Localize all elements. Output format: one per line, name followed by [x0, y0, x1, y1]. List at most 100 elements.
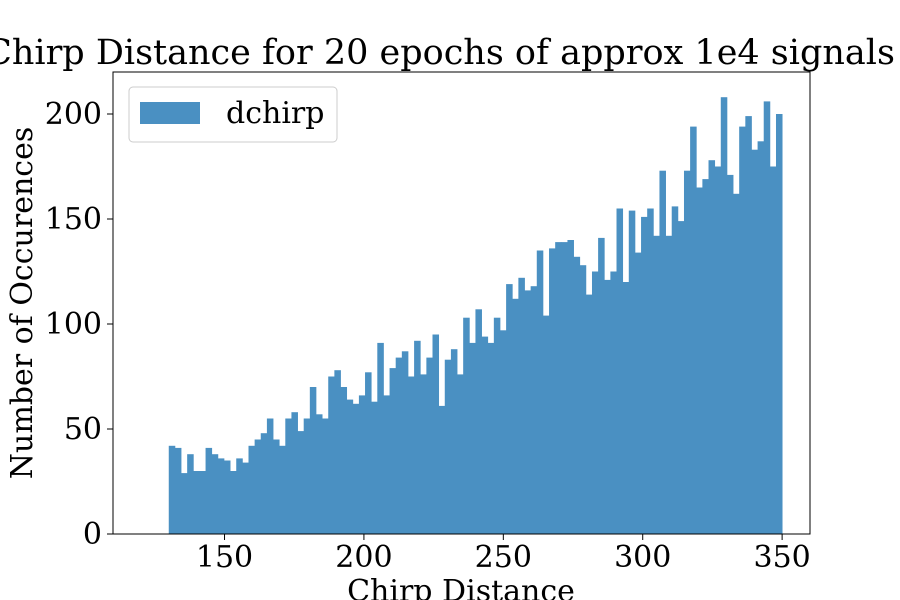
histogram-bar [708, 160, 716, 534]
histogram-bar [205, 447, 213, 534]
histogram-bar [254, 439, 262, 534]
histogram-bar [457, 374, 464, 534]
histogram-bar [309, 387, 317, 534]
histogram-bar [407, 376, 415, 534]
histogram-bar [506, 284, 513, 534]
histogram-bar [561, 242, 568, 534]
histogram-bar [610, 271, 617, 534]
legend-swatch [140, 102, 200, 124]
chart-title: Chirp Distance for 20 epochs of approx 1… [0, 33, 895, 73]
histogram-bar [475, 309, 482, 534]
histogram-bar [769, 166, 777, 534]
histogram-bar [555, 242, 562, 534]
histogram-bar [469, 342, 476, 534]
histogram-bar [714, 166, 722, 534]
histogram-bar [739, 126, 746, 534]
histogram-bar [193, 471, 200, 534]
histogram-bar [745, 116, 752, 534]
histogram-bar [524, 290, 532, 534]
histogram-bar [199, 471, 206, 534]
histogram-bar [322, 418, 329, 534]
histogram-bar [346, 399, 354, 534]
legend-label-dchirp: dchirp [226, 96, 324, 131]
histogram-bar [181, 473, 188, 534]
histogram-bar [763, 101, 771, 535]
histogram-bar [585, 294, 593, 534]
histogram-bar [512, 298, 519, 534]
plot-frame [112, 71, 811, 535]
y-tick-label: 200 [45, 97, 102, 132]
histogram-bar [444, 359, 452, 534]
histogram-bar [634, 252, 642, 534]
histogram-bar [414, 340, 421, 534]
histogram-bar [285, 418, 292, 534]
x-tick-label: 300 [614, 540, 671, 575]
histogram-bar [432, 334, 440, 534]
histogram-bar [217, 458, 225, 534]
histogram-bar [518, 277, 525, 534]
histogram-bar [211, 454, 219, 534]
histogram-bar [340, 387, 348, 534]
histogram-bar [622, 282, 630, 534]
histogram-bar [751, 149, 758, 534]
histogram-bar [628, 210, 636, 534]
histogram-bar [358, 395, 366, 534]
histogram-bar [334, 370, 341, 534]
histogram-bar [223, 460, 231, 534]
x-tick-label: 200 [335, 540, 392, 575]
histogram-bar [395, 357, 403, 534]
x-axis-label: Chirp Distance [347, 574, 575, 600]
histogram-bar [702, 179, 709, 534]
histogram-bar [248, 445, 256, 534]
histogram-bars [168, 97, 783, 535]
histogram-bar [726, 174, 734, 534]
histogram-bar [389, 368, 397, 534]
histogram-bar [616, 208, 624, 534]
histogram-bar [236, 458, 243, 534]
histogram-bar [450, 349, 458, 534]
y-tick-label: 150 [45, 202, 102, 237]
histogram-bar [683, 170, 691, 534]
histogram-bar [481, 336, 489, 534]
histogram-bar [297, 431, 305, 534]
legend: dchirp [128, 86, 338, 143]
x-tick-label: 350 [753, 540, 810, 575]
histogram-bar [579, 265, 587, 534]
y-tick-label: 50 [64, 412, 102, 447]
histogram-bar [303, 418, 311, 534]
histogram-bar [696, 187, 703, 534]
histogram-bar [242, 462, 249, 534]
histogram-bar [567, 240, 574, 534]
y-axis-ticks: 0 50 100 150 200 [45, 97, 113, 552]
histogram-bar [733, 193, 740, 535]
histogram-bar [377, 342, 384, 534]
histogram-bar [653, 235, 660, 535]
histogram-bar [530, 286, 538, 534]
histogram-bar [266, 418, 274, 534]
y-tick-label: 0 [83, 517, 102, 552]
histogram-bar [230, 471, 237, 534]
histogram-bar [438, 405, 446, 534]
histogram-bar [463, 317, 470, 534]
histogram-bar [499, 330, 507, 534]
histogram-bar [598, 237, 605, 534]
x-tick-label: 150 [196, 540, 253, 575]
histogram-bar [536, 250, 544, 534]
histogram-bar [420, 374, 427, 534]
histogram-bar [352, 403, 360, 534]
histogram-bar [273, 439, 280, 534]
histogram-bar [677, 221, 685, 534]
histogram-bar [168, 445, 176, 534]
histogram-bar [174, 447, 182, 534]
histogram-bar [647, 208, 654, 534]
histogram-bar [279, 445, 286, 534]
y-tick-label: 100 [45, 307, 102, 342]
histogram-bar [383, 395, 390, 534]
histogram-bar [604, 279, 611, 534]
histogram-bar [328, 376, 335, 534]
histogram-bar [291, 412, 298, 534]
histogram-bar [542, 315, 550, 534]
histogram-bar [401, 351, 409, 534]
histogram-bar [315, 414, 323, 534]
